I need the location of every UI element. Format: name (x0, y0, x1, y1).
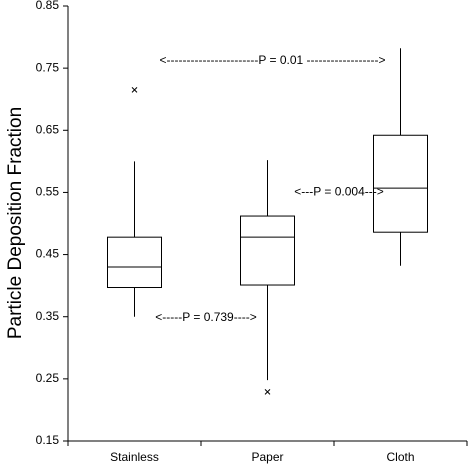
y-tick-label: 0.35 (36, 309, 60, 323)
y-tick-label: 0.25 (36, 371, 60, 385)
annotation: <-----P = 0.739----> (155, 310, 256, 324)
y-axis-label: Particle Deposition Fraction (5, 107, 26, 339)
annotation: <-----------------------P = 0.01 -------… (159, 53, 385, 67)
x-tick-label: Stainless (110, 450, 159, 464)
y-tick-label: 0.45 (36, 247, 60, 261)
box (373, 134, 428, 233)
x-tick-label: Paper (251, 450, 283, 464)
y-tick-label: 0.85 (36, 0, 60, 12)
outlier (131, 87, 138, 93)
outlier (264, 389, 271, 395)
y-tick-label: 0.65 (36, 122, 60, 136)
box (107, 236, 162, 289)
y-tick-label: 0.55 (36, 185, 60, 199)
x-tick-label: Cloth (386, 450, 414, 464)
annotation: <---P = 0.004---> (294, 185, 383, 199)
box (240, 215, 295, 286)
y-tick-label: 0.75 (36, 60, 60, 74)
y-tick-label: 0.15 (36, 433, 60, 447)
